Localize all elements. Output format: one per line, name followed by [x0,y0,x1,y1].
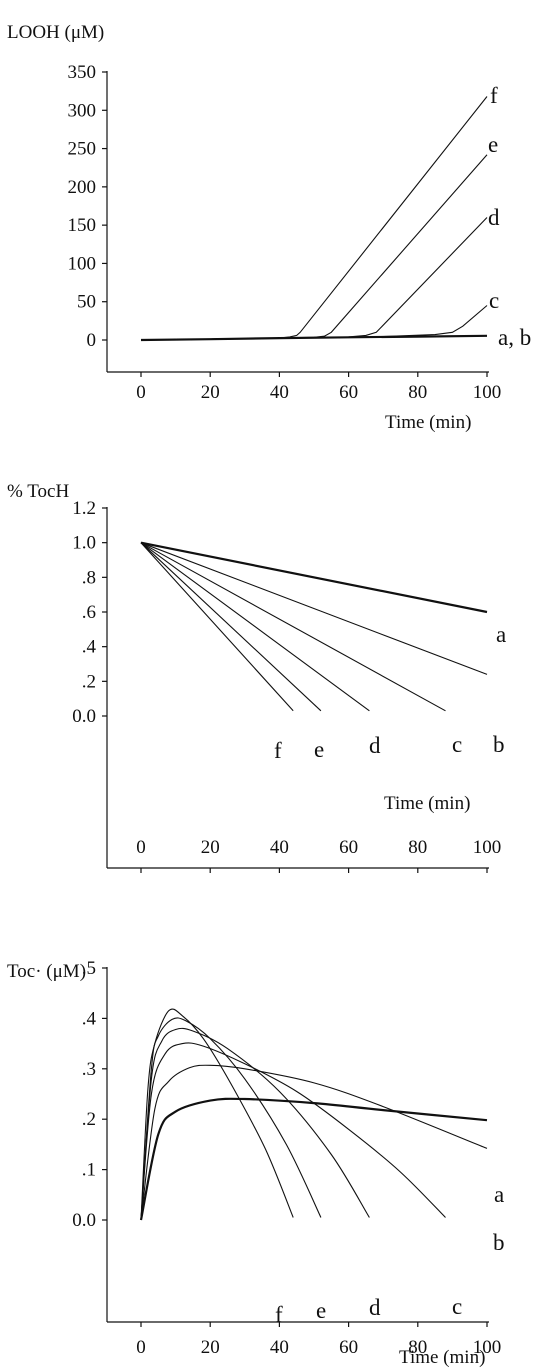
series-label: e [314,737,324,762]
x-tick-label: 20 [201,1337,220,1358]
series-label: f [490,83,498,108]
y-tick-label: .3 [82,1059,96,1080]
y-tick-label: 200 [68,177,97,198]
x-tick-label: 60 [339,1337,358,1358]
y-tick-label: .2 [82,671,96,692]
chart-1: 0 50 100 150 200 250 300 350 0 20 40 60 80 100 LOOH (μ… [7,22,531,433]
x-tick-label: 20 [201,382,220,403]
series-line-a [139,1097,488,1221]
x-tick-label: 80 [408,837,427,858]
x-tick-label: 0 [136,837,146,858]
x-tick-label: 0 [136,382,146,403]
series-label: a [494,1182,504,1207]
y-tick-label: 1.2 [72,498,96,519]
y-axis-label: LOOH (μM) [7,22,104,43]
series-line-e [140,154,488,341]
series-label: a [496,622,506,647]
y-tick-label: .5 [82,958,96,979]
y-tick-label: .4 [82,1008,97,1029]
x-tick-label: 0 [136,1337,146,1358]
series-label: d [369,1295,381,1320]
series-label: d [488,205,500,230]
x-tick-label: 40 [270,1337,289,1358]
x-tick-label: 100 [473,837,502,858]
y-axis-label: % TocH [7,481,69,502]
series-label: d [369,733,381,758]
series-line-f [140,542,294,712]
series-label: c [452,732,462,757]
y-tick-label: 100 [68,253,97,274]
series-line-f [140,96,488,341]
y-tick-label: 150 [68,215,97,236]
series-label: c [452,1294,462,1319]
y-tick-label: 0 [87,330,97,351]
series-line-d [140,542,370,712]
series-label: e [488,132,498,157]
series-line-d [140,217,488,341]
series-line-b [140,542,488,675]
x-tick-label: 60 [339,837,358,858]
x-tick-label: 40 [270,382,289,403]
series-line-c [140,1042,446,1221]
series-line-c [140,305,488,341]
x-tick-label: 100 [473,382,502,403]
chart-2: 0.0 .2 .4 .6 .8 1.0 1.2 0 20 40 60 80 100 % TocH Time … [7,481,506,873]
x-tick-label: 40 [270,837,289,858]
y-tick-label: .1 [82,1160,96,1181]
series-line-d [140,1027,370,1221]
series-line-a [140,541,488,614]
series-label: e [316,1298,326,1323]
y-tick-label: 0.0 [72,706,96,727]
series-line-e [140,542,322,712]
y-tick-label: .6 [82,602,96,623]
x-tick-label: 80 [408,1337,427,1358]
series-label: b [493,1230,505,1255]
series-line-c [140,542,446,712]
chart-3: 0.0 .1 .2 .3 .4 .5 0 20 40 60 80 100 Toc· (μM) Time (… [7,958,505,1368]
y-tick-label: .2 [82,1109,96,1130]
x-tick-label: 20 [201,837,220,858]
x-axis-label: Time (min) [385,412,471,433]
x-axis-label: Time (min) [399,1347,485,1368]
series-line-e [140,1017,322,1221]
x-axis-label: Time (min) [384,793,470,814]
y-tick-label: 1.0 [72,533,96,554]
y-axis-label: Toc· (μM) [7,961,86,982]
x-tick-label: 100 [473,1337,502,1358]
y-tick-label: .8 [82,567,96,588]
series-label: c [489,288,499,313]
series-line-f [140,1008,294,1221]
y-tick-label: 0.0 [72,1210,96,1231]
x-tick-label: 80 [408,382,427,403]
y-tick-label: 300 [68,100,97,121]
x-tick-label: 60 [339,382,358,403]
y-tick-label: 250 [68,139,97,160]
y-tick-label: 350 [68,62,97,83]
series-label: a, b [498,325,531,350]
y-tick-label: 50 [77,292,96,313]
y-tick-label: .4 [82,637,97,658]
series-label: b [493,732,505,757]
series-line-b [140,1064,488,1221]
series-label: f [275,1302,283,1327]
series-label: f [274,738,282,763]
